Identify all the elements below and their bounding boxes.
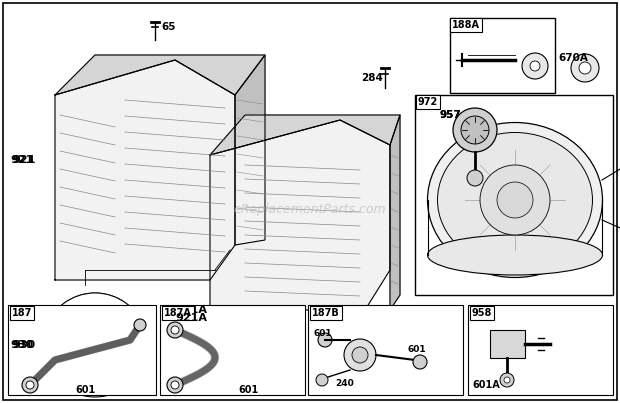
Text: 957: 957 — [440, 110, 462, 120]
Circle shape — [497, 182, 533, 218]
Text: 972: 972 — [418, 97, 438, 107]
Circle shape — [500, 373, 514, 387]
Text: 284: 284 — [361, 73, 383, 83]
Circle shape — [22, 377, 38, 393]
Circle shape — [134, 319, 146, 331]
Text: 601A: 601A — [472, 380, 500, 390]
Circle shape — [171, 326, 179, 334]
Text: 601: 601 — [408, 345, 427, 355]
Circle shape — [504, 377, 510, 383]
Text: 188A: 188A — [452, 20, 480, 30]
Text: 187: 187 — [12, 308, 32, 318]
Polygon shape — [390, 115, 400, 310]
Text: 65: 65 — [161, 22, 175, 32]
Text: 670A: 670A — [558, 53, 588, 63]
Circle shape — [316, 374, 328, 386]
Text: 240: 240 — [335, 378, 354, 388]
Polygon shape — [210, 115, 400, 155]
Bar — [8, 305, 156, 395]
Wedge shape — [45, 293, 145, 339]
Text: 957: 957 — [440, 110, 462, 120]
Circle shape — [467, 170, 483, 186]
Circle shape — [73, 323, 117, 367]
Circle shape — [530, 61, 540, 71]
Polygon shape — [55, 55, 265, 95]
Circle shape — [171, 381, 179, 389]
Circle shape — [461, 116, 489, 144]
Text: 187B: 187B — [312, 308, 340, 318]
Circle shape — [480, 165, 550, 235]
Text: 921: 921 — [10, 155, 33, 165]
Circle shape — [167, 322, 183, 338]
Bar — [415, 95, 613, 295]
Bar — [468, 305, 613, 395]
Polygon shape — [55, 60, 235, 280]
Text: eReplacementParts.com: eReplacementParts.com — [234, 204, 386, 216]
Circle shape — [579, 62, 591, 74]
Circle shape — [453, 108, 497, 152]
Bar — [308, 305, 463, 395]
Text: 601: 601 — [238, 385, 259, 395]
Ellipse shape — [428, 235, 603, 275]
Circle shape — [352, 347, 368, 363]
Circle shape — [413, 355, 427, 369]
Circle shape — [344, 339, 376, 371]
Text: 187A: 187A — [164, 308, 192, 318]
Circle shape — [571, 54, 599, 82]
Text: 921: 921 — [12, 155, 35, 165]
Polygon shape — [210, 120, 390, 310]
Text: 921A: 921A — [175, 313, 207, 323]
Bar — [450, 18, 555, 93]
Circle shape — [318, 333, 332, 347]
Circle shape — [167, 377, 183, 393]
Ellipse shape — [428, 123, 603, 278]
Bar — [160, 305, 305, 395]
Ellipse shape — [438, 133, 593, 268]
Text: 601: 601 — [313, 328, 332, 337]
Text: 958: 958 — [472, 308, 492, 318]
Bar — [490, 330, 525, 358]
Circle shape — [522, 53, 548, 79]
Polygon shape — [235, 55, 265, 245]
Circle shape — [26, 381, 34, 389]
Text: 930: 930 — [10, 340, 33, 350]
Text: 601: 601 — [75, 385, 95, 395]
Circle shape — [43, 293, 147, 397]
Text: 921A: 921A — [175, 305, 207, 315]
Text: 930: 930 — [12, 340, 35, 350]
